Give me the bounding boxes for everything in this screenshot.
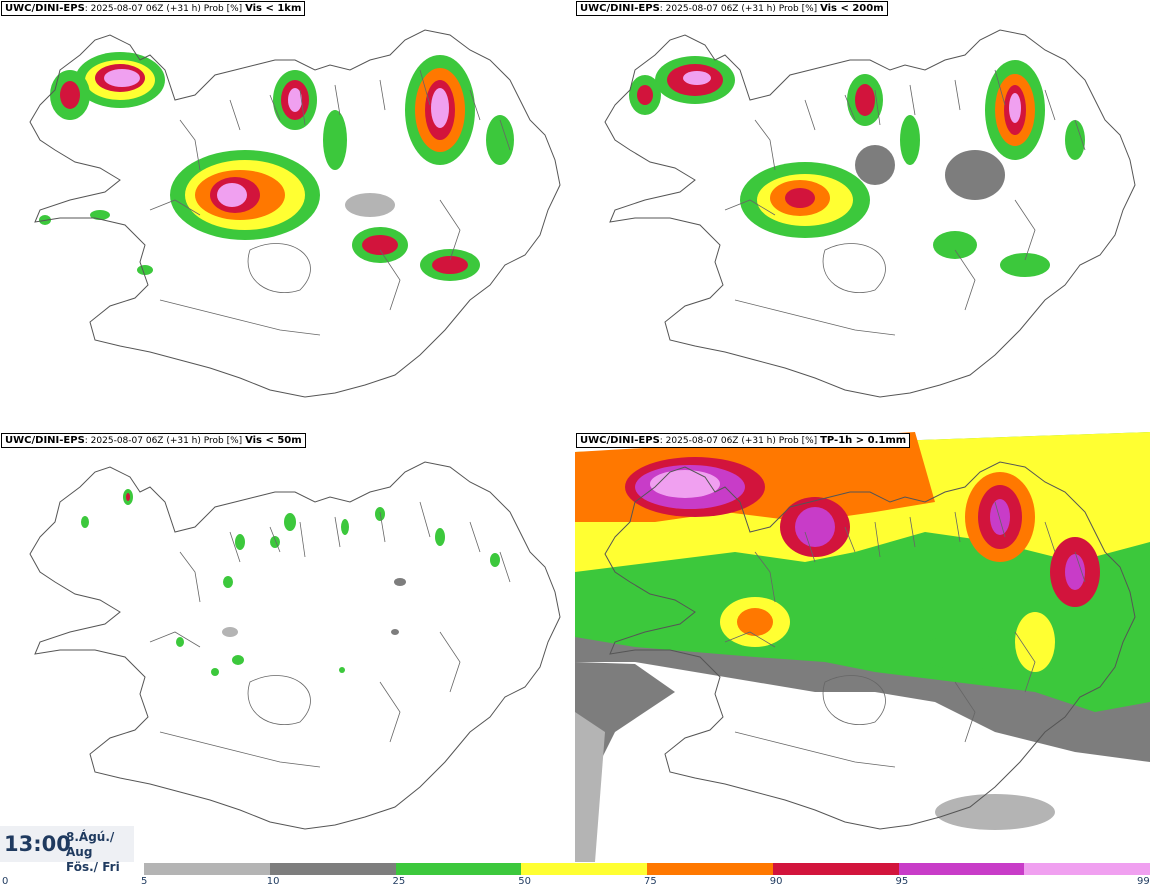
model-name: UWC/DINI-EPS bbox=[5, 3, 85, 14]
colorbar-bin-75-90 bbox=[647, 863, 773, 875]
colorbar-tick: 5 bbox=[141, 876, 148, 887]
colorbar-bin-95-99 bbox=[898, 863, 1025, 875]
colorbar-tick: 95 bbox=[895, 876, 909, 887]
date-line-2: Fös./ Fri bbox=[66, 860, 120, 874]
panel-title: UWC/DINI-EPS: 2025-08-07 06Z (+31 h) Pro… bbox=[1, 1, 306, 16]
map-panel-precip: UWC/DINI-EPS: 2025-08-07 06Z (+31 h) Pro… bbox=[575, 432, 1150, 862]
colorbar-tick: 0 bbox=[2, 876, 9, 887]
valid-date: 8.Ágú./ Aug Fös./ Fri bbox=[66, 830, 134, 875]
probability-field bbox=[629, 56, 1085, 277]
roads-rivers bbox=[149, 501, 511, 768]
run-info: 2025-08-07 06Z (+31 h) Prob [%] bbox=[90, 4, 243, 14]
colorbar-bin-50-75 bbox=[521, 863, 647, 875]
map-canvas bbox=[29, 461, 561, 830]
colorbar-tick: 25 bbox=[392, 876, 406, 887]
run-info: 2025-08-07 06Z (+31 h) Prob [%] bbox=[90, 436, 243, 446]
run-info: 2025-08-07 06Z (+31 h) Prob [%] bbox=[665, 436, 818, 446]
colorbar-bin-90-95 bbox=[772, 863, 899, 875]
model-name: UWC/DINI-EPS bbox=[580, 3, 660, 14]
map-canvas bbox=[575, 432, 1150, 862]
valid-time-box: 13:00 8.Ágú./ Aug Fös./ Fri bbox=[0, 826, 134, 874]
panel-title: UWC/DINI-EPS: 2025-08-07 06Z (+31 h) Pro… bbox=[576, 1, 888, 16]
probability-field bbox=[575, 432, 1150, 862]
variable-name: Vis < 200m bbox=[820, 3, 884, 14]
map-panel-vis-200m: UWC/DINI-EPS: 2025-08-07 06Z (+31 h) Pro… bbox=[575, 0, 1150, 430]
valid-time: 13:00 bbox=[4, 832, 71, 856]
probability-field bbox=[39, 52, 514, 281]
variable-name: Vis < 1km bbox=[245, 3, 302, 14]
probability-field bbox=[81, 489, 500, 676]
panel-title: UWC/DINI-EPS: 2025-08-07 06Z (+31 h) Pro… bbox=[576, 433, 911, 448]
map-canvas bbox=[29, 29, 561, 398]
map-canvas bbox=[604, 29, 1136, 398]
model-name: UWC/DINI-EPS bbox=[5, 435, 85, 446]
colorbar-tick: 90 bbox=[769, 876, 783, 887]
colorbar-tick: 50 bbox=[518, 876, 531, 887]
panel-title: UWC/DINI-EPS: 2025-08-07 06Z (+31 h) Pro… bbox=[1, 433, 306, 448]
colorbar-tick: 10 bbox=[266, 876, 280, 887]
variable-name: TP-1h > 0.1mm bbox=[820, 435, 907, 446]
map-panel-vis-50m: UWC/DINI-EPS: 2025-08-07 06Z (+31 h) Pro… bbox=[0, 432, 575, 862]
map-panel-vis-1km: UWC/DINI-EPS: 2025-08-07 06Z (+31 h) Pro… bbox=[0, 0, 575, 430]
colorbar bbox=[144, 863, 1150, 875]
variable-name: Vis < 50m bbox=[245, 435, 302, 446]
colorbar-bin-5-10 bbox=[144, 863, 270, 875]
colorbar-bin-25-50 bbox=[395, 863, 522, 875]
date-line-1: 8.Ágú./ Aug bbox=[66, 830, 115, 859]
run-info: 2025-08-07 06Z (+31 h) Prob [%] bbox=[665, 4, 818, 14]
colorbar-bin-99-100 bbox=[1024, 863, 1150, 875]
colorbar-tick: 99 bbox=[1137, 876, 1150, 887]
colorbar-tick: 75 bbox=[644, 876, 657, 887]
model-name: UWC/DINI-EPS bbox=[580, 435, 660, 446]
colorbar-bin-10-25 bbox=[269, 863, 396, 875]
